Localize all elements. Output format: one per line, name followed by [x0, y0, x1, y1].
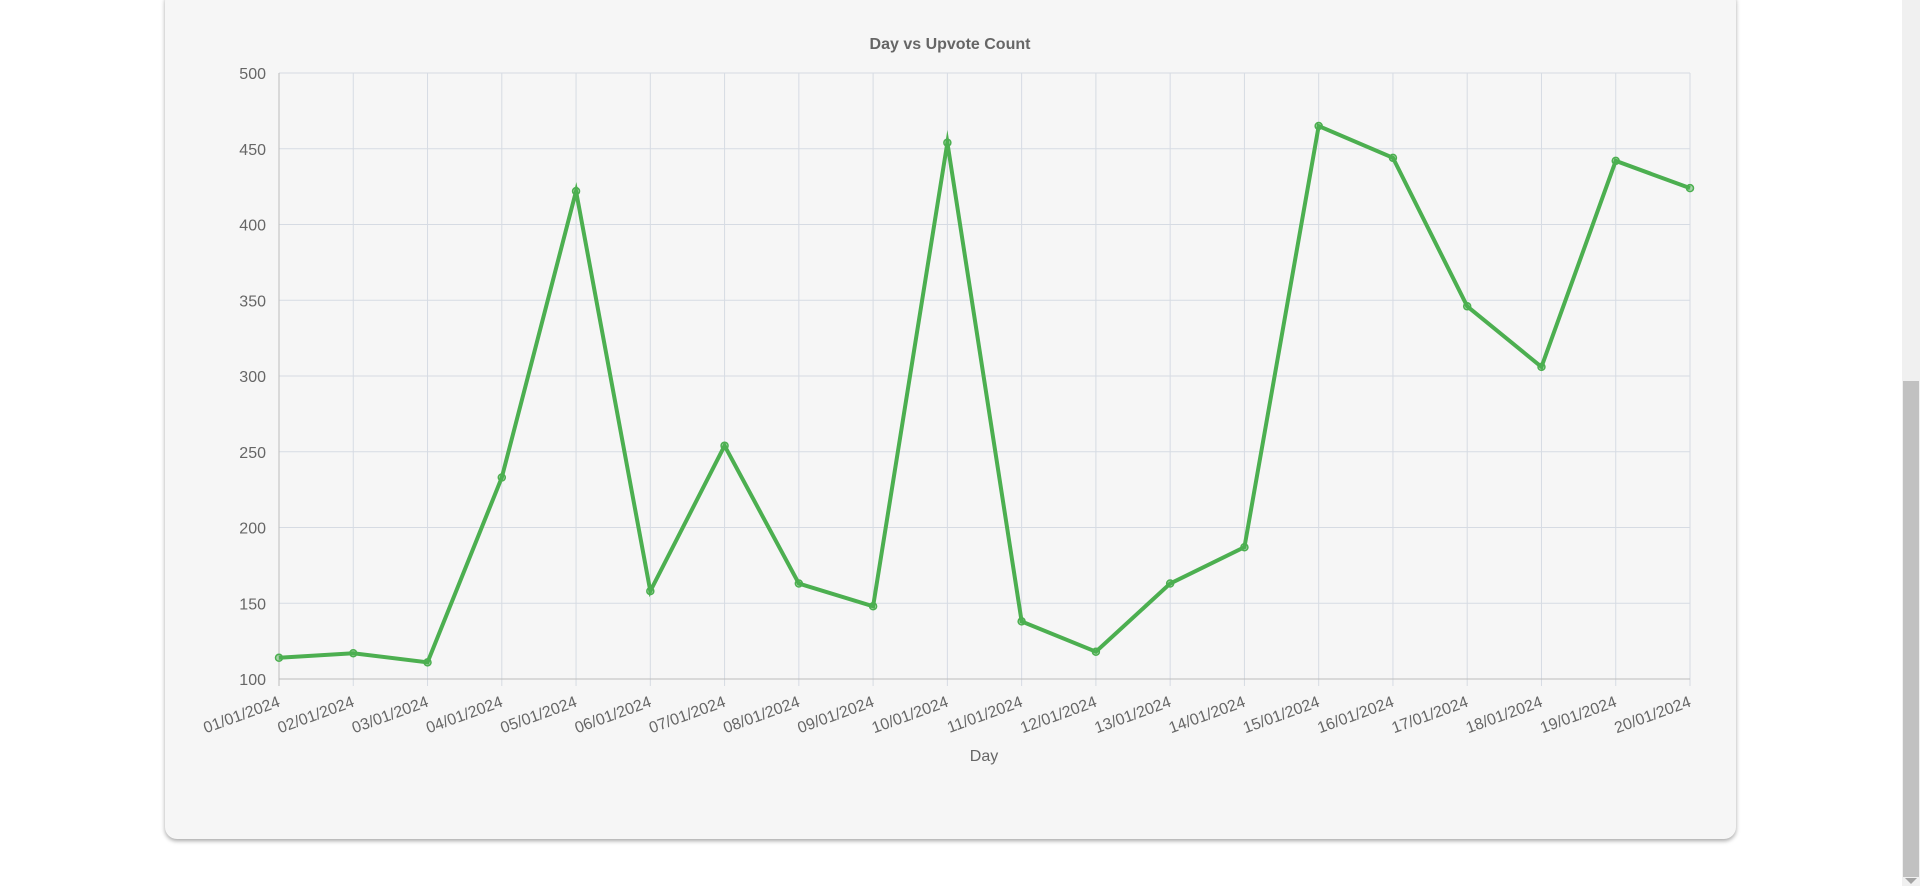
data-point[interactable] [1314, 121, 1323, 131]
x-tick-label: 19/01/2024 [1538, 694, 1619, 737]
series [274, 121, 1695, 667]
grid [279, 72, 1691, 686]
x-tick-label: 07/01/2024 [647, 694, 728, 737]
y-tick-label: 500 [239, 66, 266, 83]
x-tick-label: 12/01/2024 [1018, 694, 1099, 737]
y-tick-labels: 100 150 200 250 300 350 400 450 500 [239, 66, 266, 689]
x-tick-label: 03/01/2024 [350, 694, 431, 737]
data-point[interactable] [646, 586, 655, 596]
y-tick-label: 450 [239, 142, 266, 159]
data-point[interactable] [1091, 647, 1101, 656]
x-tick-label: 01/01/2024 [201, 694, 282, 737]
x-axis-label: Day [970, 748, 998, 765]
x-tick-label: 13/01/2024 [1092, 694, 1173, 737]
x-tick-label: 06/01/2024 [573, 694, 654, 737]
x-tick-label: 14/01/2024 [1167, 694, 1248, 737]
data-point[interactable] [1462, 302, 1472, 311]
x-tick-label: 20/01/2024 [1612, 694, 1693, 737]
data-point[interactable] [1165, 579, 1175, 588]
data-point[interactable] [571, 186, 581, 196]
y-tick-label: 200 [239, 521, 266, 538]
x-tick-label: 15/01/2024 [1241, 694, 1322, 737]
data-point[interactable] [1388, 153, 1398, 163]
data-point[interactable] [349, 648, 358, 658]
data-point[interactable] [1611, 156, 1620, 166]
data-point[interactable] [1017, 617, 1026, 626]
x-tick-label: 05/01/2024 [498, 694, 579, 737]
x-tick-label: 09/01/2024 [795, 694, 876, 737]
x-tick-label: 11/01/2024 [945, 694, 1025, 737]
x-tick-label: 18/01/2024 [1464, 694, 1545, 737]
x-tick-label: 17/01/2024 [1390, 694, 1471, 737]
chart-card: Day vs Upvote Count 100 150 200 250 300 350 40… [165, 0, 1736, 839]
data-point[interactable] [868, 602, 878, 611]
line-chart: Day vs Upvote Count 100 150 200 250 300 350 40… [201, 36, 1695, 765]
data-point[interactable] [1537, 362, 1546, 372]
y-tick-label: 300 [239, 369, 266, 386]
x-tick-label: 16/01/2024 [1315, 694, 1396, 737]
x-tick-label: 02/01/2024 [276, 694, 357, 737]
data-point[interactable] [720, 441, 729, 450]
data-point[interactable] [423, 658, 432, 667]
series-line [278, 123, 1691, 665]
y-tick-label: 400 [239, 218, 266, 235]
data-point[interactable] [943, 138, 952, 147]
x-tick-labels: 01/01/202402/01/202403/01/202404/01/2024… [201, 694, 1693, 737]
x-tick-label: 08/01/2024 [721, 694, 802, 737]
x-tick-label: 10/01/2024 [870, 694, 951, 737]
y-tick-label: 150 [239, 596, 266, 613]
data-point[interactable] [1685, 183, 1695, 193]
scroll-down-arrow-icon[interactable] [1905, 878, 1917, 884]
x-tick-label: 04/01/2024 [424, 694, 505, 737]
data-point[interactable] [274, 653, 284, 663]
data-point[interactable] [497, 473, 507, 482]
data-point[interactable] [1240, 542, 1249, 552]
chart-title: Day vs Upvote Count [870, 36, 1032, 53]
axes [278, 73, 1690, 686]
y-tick-label: 100 [239, 672, 266, 689]
y-tick-label: 350 [239, 293, 266, 310]
scrollbar-thumb[interactable] [1903, 381, 1919, 877]
data-point[interactable] [794, 579, 804, 588]
y-tick-label: 250 [239, 445, 266, 462]
